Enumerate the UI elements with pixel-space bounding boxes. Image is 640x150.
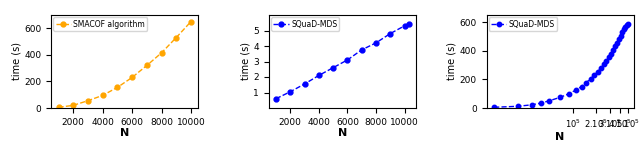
X-axis label: N: N <box>338 128 347 138</box>
SQuaD-MDS <box>528 104 536 106</box>
SQuaD-MDS <box>344 59 351 61</box>
SQuaD-MDS <box>600 63 607 65</box>
SQuaD-MDS <box>591 74 598 76</box>
Line: SQuaD-MDS: SQuaD-MDS <box>273 22 412 101</box>
SMACOF algorithm <box>113 87 121 88</box>
SQuaD-MDS <box>621 26 629 28</box>
SQuaD-MDS <box>272 98 280 100</box>
SMACOF algorithm <box>84 100 92 102</box>
SQuaD-MDS <box>582 82 590 83</box>
SQuaD-MDS <box>602 60 610 62</box>
SQuaD-MDS <box>620 28 628 30</box>
Y-axis label: time (s): time (s) <box>12 42 22 81</box>
SQuaD-MDS <box>545 100 553 102</box>
Y-axis label: time (s): time (s) <box>241 42 251 81</box>
Legend: SQuaD-MDS: SQuaD-MDS <box>271 17 339 31</box>
Legend: SQuaD-MDS: SQuaD-MDS <box>489 17 557 31</box>
SMACOF algorithm <box>99 94 106 96</box>
SQuaD-MDS <box>611 46 619 47</box>
SQuaD-MDS <box>617 35 625 37</box>
SQuaD-MDS <box>565 93 573 95</box>
SQuaD-MDS <box>538 102 545 104</box>
SQuaD-MDS <box>287 91 294 93</box>
SQuaD-MDS <box>372 42 380 44</box>
SQuaD-MDS <box>605 56 612 58</box>
SQuaD-MDS <box>490 106 498 108</box>
SQuaD-MDS <box>594 71 602 72</box>
SQuaD-MDS <box>623 24 630 26</box>
SMACOF algorithm <box>128 76 136 78</box>
SQuaD-MDS <box>597 67 605 69</box>
SQuaD-MDS <box>557 96 564 98</box>
SMACOF algorithm <box>187 21 195 22</box>
SMACOF algorithm <box>54 106 62 108</box>
SQuaD-MDS <box>405 23 413 25</box>
SQuaD-MDS <box>615 38 623 40</box>
SQuaD-MDS <box>613 42 621 44</box>
Line: SQuaD-MDS: SQuaD-MDS <box>492 21 630 109</box>
Line: SMACOF algorithm: SMACOF algorithm <box>56 19 193 110</box>
SQuaD-MDS <box>401 25 408 27</box>
SQuaD-MDS <box>607 53 615 55</box>
SMACOF algorithm <box>143 65 150 66</box>
SQuaD-MDS <box>618 31 626 33</box>
SQuaD-MDS <box>624 23 632 24</box>
Y-axis label: time (s): time (s) <box>447 42 457 81</box>
X-axis label: N: N <box>556 132 564 141</box>
SQuaD-MDS <box>329 67 337 69</box>
SMACOF algorithm <box>172 37 180 39</box>
SQuaD-MDS <box>301 83 308 85</box>
SQuaD-MDS <box>572 89 580 91</box>
X-axis label: N: N <box>120 128 129 138</box>
SQuaD-MDS <box>315 75 323 76</box>
SQuaD-MDS <box>514 105 522 107</box>
SMACOF algorithm <box>157 52 165 54</box>
SQuaD-MDS <box>609 49 617 51</box>
SQuaD-MDS <box>358 49 365 51</box>
Legend: SMACOF algorithm: SMACOF algorithm <box>54 17 147 31</box>
SQuaD-MDS <box>587 78 595 80</box>
SQuaD-MDS <box>578 86 586 87</box>
SQuaD-MDS <box>387 33 394 35</box>
SMACOF algorithm <box>69 104 77 106</box>
